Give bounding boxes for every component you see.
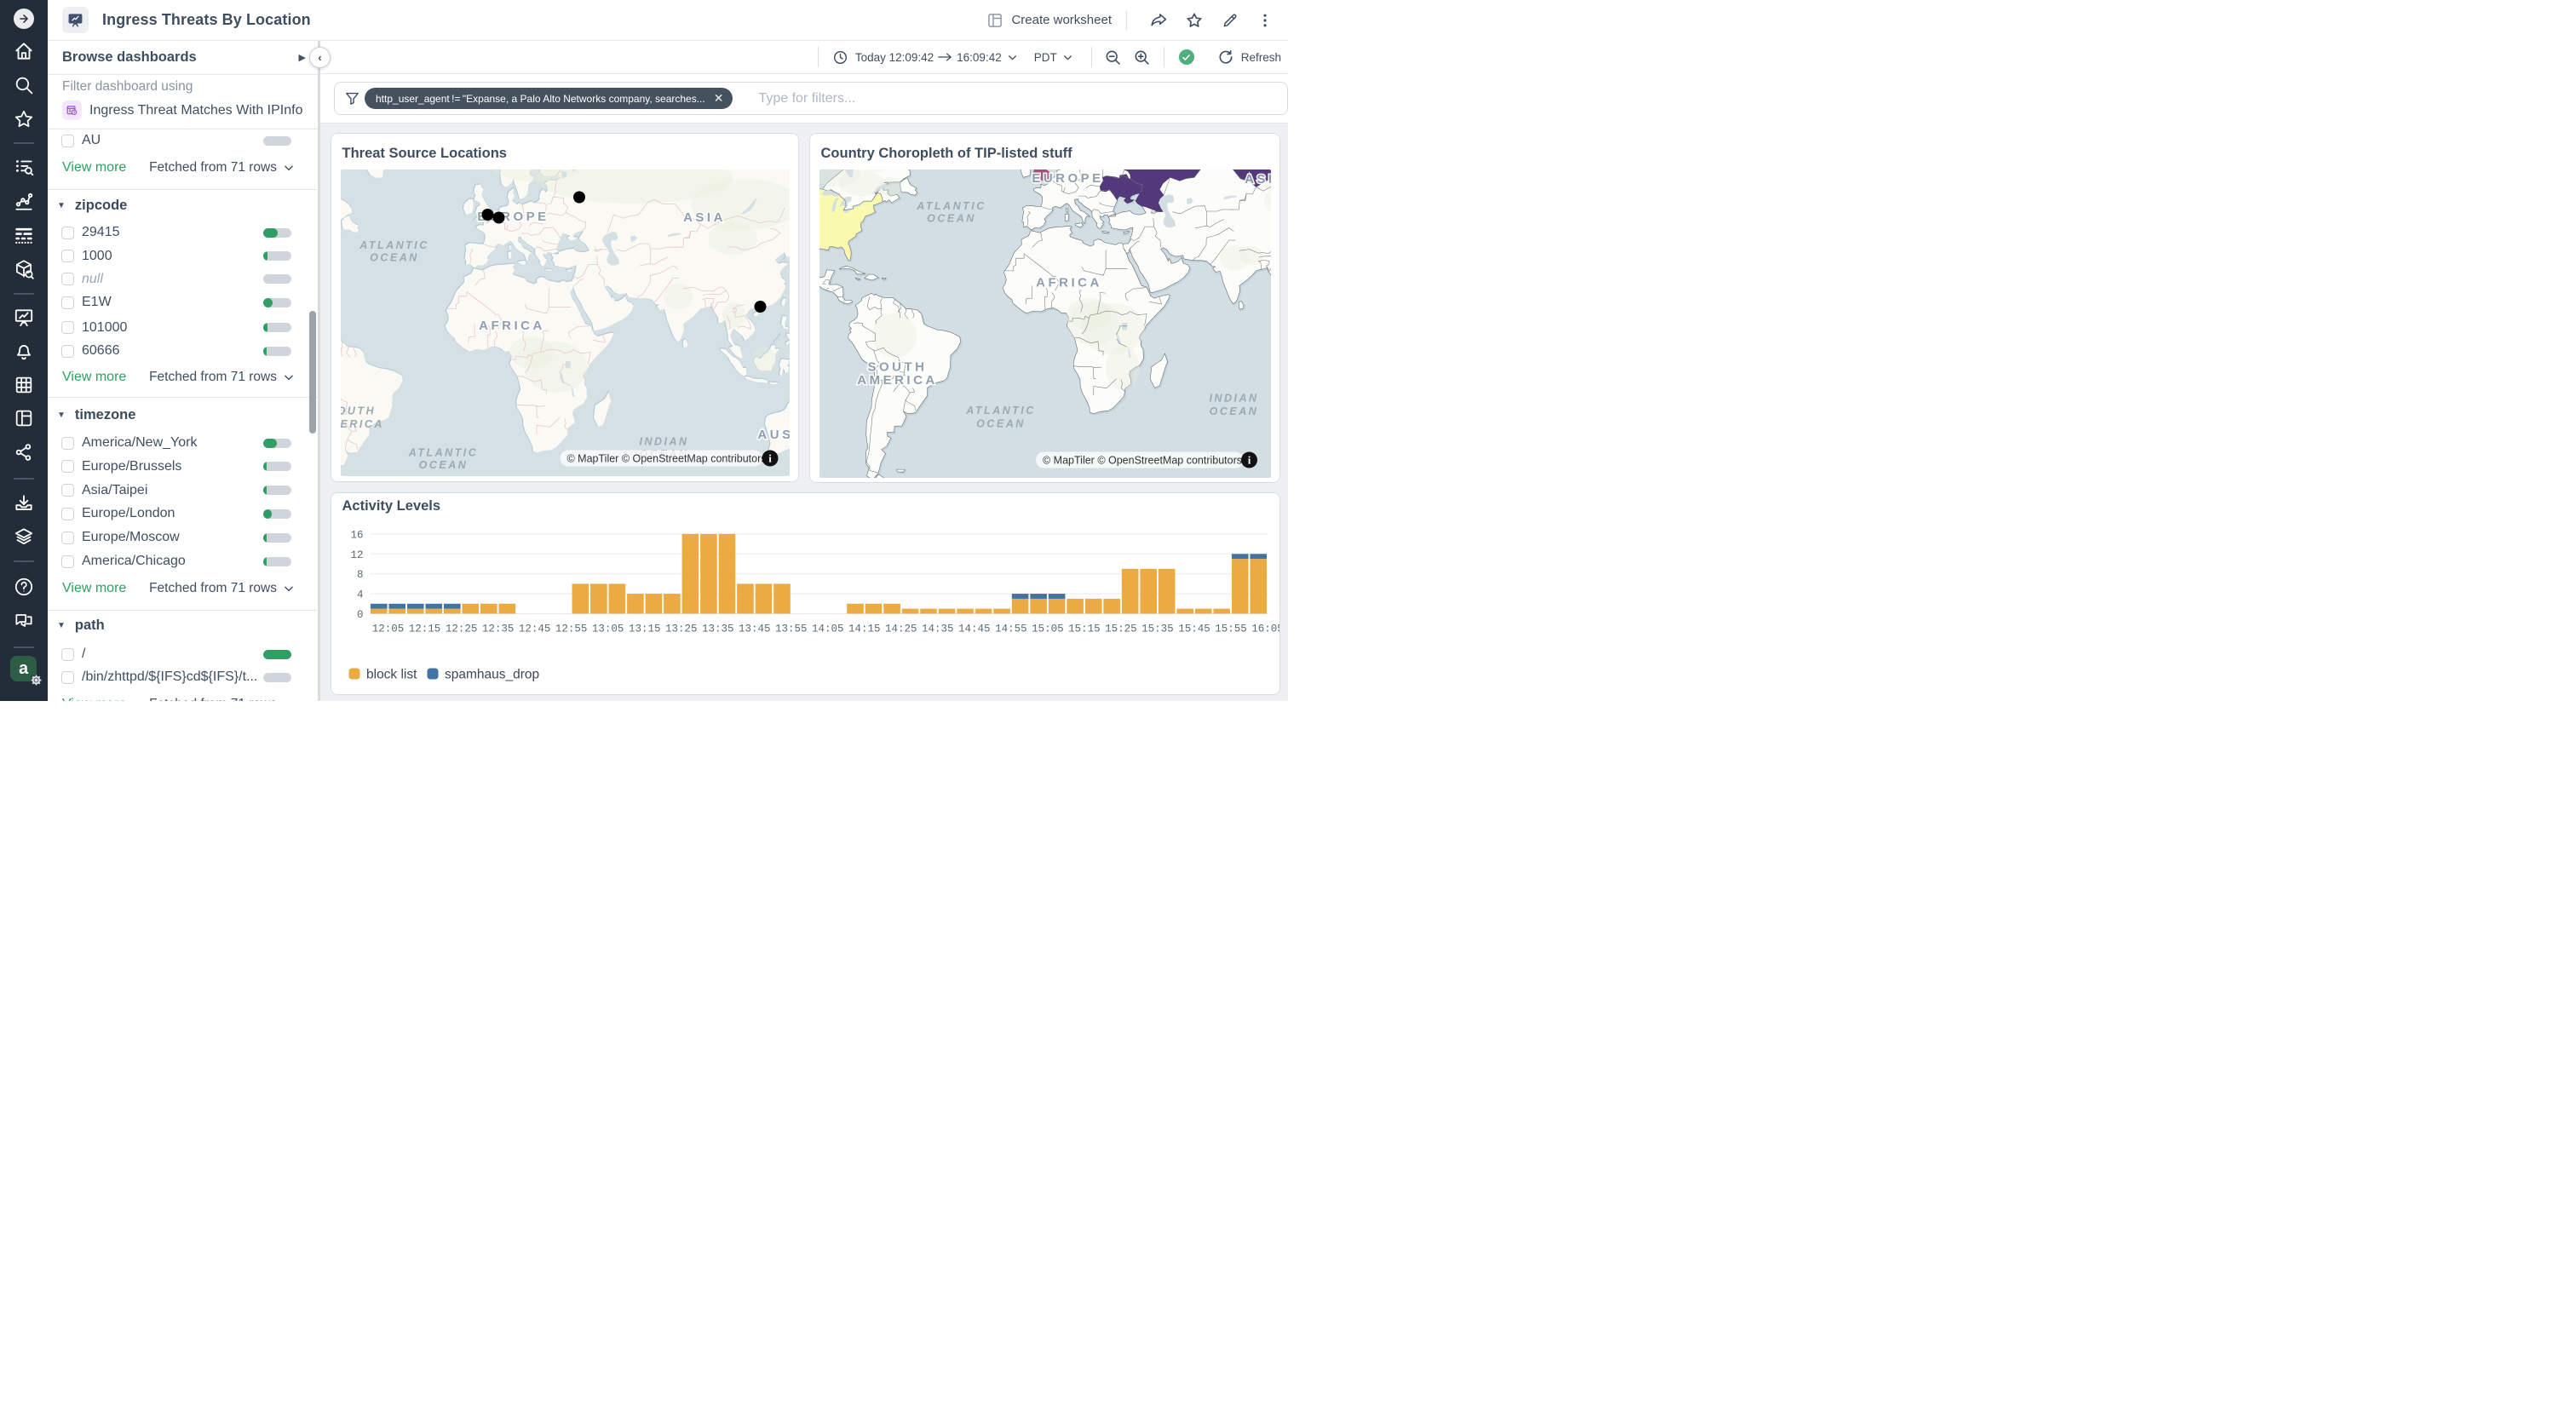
svg-text:13:25: 13:25 bbox=[664, 623, 697, 635]
svg-text:12:45: 12:45 bbox=[518, 623, 550, 635]
svg-text:15:15: 15:15 bbox=[1068, 623, 1101, 635]
svg-text:© MapTiler © OpenStreetMap con: © MapTiler © OpenStreetMap contributors bbox=[567, 453, 767, 465]
svg-text:AFRICA: AFRICA bbox=[479, 319, 545, 333]
svg-text:AUSTR: AUSTR bbox=[757, 428, 790, 442]
svg-text:0: 0 bbox=[356, 609, 363, 621]
svg-text:12:05: 12:05 bbox=[371, 623, 404, 635]
svg-text:ATLANTIC: ATLANTIC bbox=[965, 405, 1036, 417]
svg-text:13:55: 13:55 bbox=[774, 623, 807, 635]
svg-text:AMERICA: AMERICA bbox=[857, 373, 938, 388]
svg-text:15:05: 15:05 bbox=[1032, 623, 1064, 635]
svg-text:i: i bbox=[1248, 454, 1251, 467]
svg-text:16: 16 bbox=[350, 529, 363, 541]
svg-text:ATLANTIC: ATLANTIC bbox=[408, 447, 479, 459]
svg-text:12:15: 12:15 bbox=[408, 623, 440, 635]
svg-text:14:55: 14:55 bbox=[995, 623, 1027, 635]
svg-text:15:45: 15:45 bbox=[1178, 623, 1210, 635]
svg-text:EUROPE: EUROPE bbox=[1032, 171, 1103, 186]
svg-text:AMERICA: AMERICA bbox=[341, 418, 384, 430]
svg-text:INDIAN: INDIAN bbox=[639, 436, 688, 448]
svg-text:INDIAN: INDIAN bbox=[1209, 393, 1258, 405]
svg-text:13:35: 13:35 bbox=[701, 623, 733, 635]
svg-text:16:05: 16:05 bbox=[1251, 623, 1279, 635]
svg-text:13:45: 13:45 bbox=[738, 623, 770, 635]
svg-text:ATLANTIC: ATLANTIC bbox=[359, 239, 429, 251]
svg-text:14:15: 14:15 bbox=[848, 623, 881, 635]
svg-text:4: 4 bbox=[356, 589, 363, 600]
svg-text:OCEAN: OCEAN bbox=[370, 252, 419, 264]
svg-text:i: i bbox=[768, 452, 772, 465]
svg-text:8: 8 bbox=[356, 569, 363, 581]
svg-text:SOUTH: SOUTH bbox=[341, 405, 376, 417]
svg-text:13:05: 13:05 bbox=[591, 623, 624, 635]
svg-text:OCEAN: OCEAN bbox=[927, 213, 976, 225]
svg-text:ATLANTIC: ATLANTIC bbox=[916, 200, 986, 212]
svg-text:OCEAN: OCEAN bbox=[1210, 405, 1259, 417]
svg-text:12:55: 12:55 bbox=[555, 623, 587, 635]
svg-text:OCEAN: OCEAN bbox=[976, 418, 1026, 430]
svg-text:OCEAN: OCEAN bbox=[419, 459, 469, 471]
svg-text:© MapTiler © OpenStreetMap con: © MapTiler © OpenStreetMap contributors bbox=[1043, 455, 1242, 467]
svg-text:15:25: 15:25 bbox=[1105, 623, 1137, 635]
svg-text:12:35: 12:35 bbox=[481, 623, 514, 635]
svg-text:15:35: 15:35 bbox=[1141, 623, 1174, 635]
svg-text:AFRICA: AFRICA bbox=[1036, 276, 1102, 290]
svg-text:14:35: 14:35 bbox=[922, 623, 954, 635]
svg-text:ASIA: ASIA bbox=[683, 210, 726, 225]
svg-text:spamhaus_drop: spamhaus_drop bbox=[445, 667, 539, 681]
svg-text:15:55: 15:55 bbox=[1215, 623, 1247, 635]
svg-text:14:45: 14:45 bbox=[958, 623, 991, 635]
svg-text:14:05: 14:05 bbox=[812, 623, 844, 635]
svg-text:block list: block list bbox=[366, 667, 417, 681]
svg-text:12: 12 bbox=[350, 549, 363, 560]
svg-text:12:25: 12:25 bbox=[445, 623, 477, 635]
svg-text:14:25: 14:25 bbox=[885, 623, 917, 635]
svg-text:SOUTH: SOUTH bbox=[868, 360, 928, 375]
svg-text:13:15: 13:15 bbox=[628, 623, 660, 635]
svg-text:ASIA: ASIA bbox=[1245, 172, 1271, 187]
